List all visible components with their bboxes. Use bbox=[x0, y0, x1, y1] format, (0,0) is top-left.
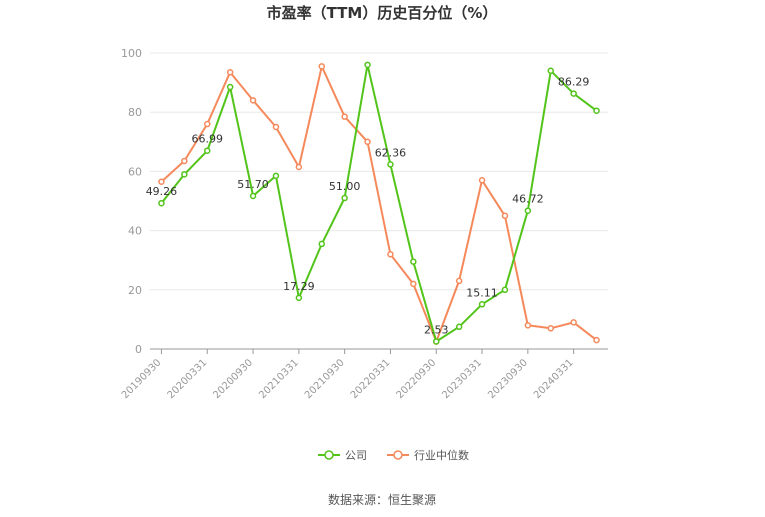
y-tick-label: 100 bbox=[121, 47, 142, 60]
y-tick-label: 80 bbox=[128, 106, 142, 119]
data-point[interactable] bbox=[295, 294, 303, 302]
data-point[interactable] bbox=[318, 63, 325, 70]
data-point[interactable] bbox=[387, 161, 394, 168]
data-point[interactable] bbox=[478, 177, 486, 184]
data-point[interactable] bbox=[593, 336, 600, 344]
data-label: 15.11 bbox=[466, 286, 498, 299]
data-label: 86.29 bbox=[558, 76, 590, 89]
y-tick-label: 60 bbox=[128, 165, 142, 178]
y-tick-label: 20 bbox=[128, 284, 142, 297]
data-point[interactable] bbox=[524, 207, 532, 214]
legend-item-公司[interactable]: 公司 bbox=[318, 449, 367, 462]
data-label: 62.36 bbox=[375, 146, 407, 159]
legend-swatch-marker bbox=[324, 450, 334, 460]
x-tick-label: 20230930 bbox=[486, 357, 530, 401]
data-point[interactable] bbox=[524, 322, 532, 329]
data-label: 51.70 bbox=[237, 178, 269, 191]
data-point[interactable] bbox=[226, 83, 234, 91]
legend[interactable]: 公司 行业中位数 bbox=[318, 448, 469, 462]
data-point[interactable] bbox=[272, 172, 280, 180]
data-point[interactable] bbox=[410, 258, 417, 265]
x-tick-label: 20220930 bbox=[395, 357, 439, 401]
grid-layer bbox=[150, 52, 608, 291]
y-tick-label: 40 bbox=[128, 225, 142, 238]
series-line-公司 bbox=[160, 63, 598, 343]
data-point[interactable] bbox=[158, 199, 165, 207]
data-label: 46.72 bbox=[512, 193, 544, 206]
data-point[interactable] bbox=[272, 123, 280, 131]
data-point[interactable] bbox=[455, 277, 463, 285]
data-point[interactable] bbox=[158, 178, 165, 186]
data-point[interactable] bbox=[364, 61, 371, 69]
data-label: 49.26 bbox=[146, 185, 178, 198]
data-point[interactable] bbox=[204, 147, 211, 154]
data-point[interactable] bbox=[181, 171, 188, 178]
data-label-layer: 49.26 66.99 51.70 17.29 51.00 62.36 2.53 15.11 4… bbox=[146, 76, 590, 337]
data-label: 2.53 bbox=[424, 324, 449, 337]
data-point[interactable] bbox=[570, 319, 577, 326]
data-point[interactable] bbox=[547, 67, 554, 75]
data-point[interactable] bbox=[249, 97, 257, 104]
x-tick-label: 20190930 bbox=[120, 357, 164, 401]
x-tick-label: 20230331 bbox=[440, 357, 484, 401]
data-point[interactable] bbox=[341, 194, 348, 202]
legend-swatch-marker bbox=[393, 450, 403, 460]
data-point[interactable] bbox=[501, 212, 509, 220]
x-tick-label: 20210930 bbox=[303, 357, 347, 401]
x-tick-label: 20200930 bbox=[211, 357, 255, 401]
source-note: 数据来源：恒生聚源 bbox=[328, 492, 436, 507]
data-label: 17.29 bbox=[283, 280, 315, 293]
data-point[interactable] bbox=[249, 192, 257, 200]
x-tick-label: 20200331 bbox=[166, 357, 210, 401]
x-tick-label: 20220331 bbox=[349, 357, 393, 401]
y-tick-label: 0 bbox=[135, 343, 142, 356]
series-line-行业中位数 bbox=[160, 65, 598, 343]
x-tick-label: 20240331 bbox=[532, 357, 576, 401]
data-label: 51.00 bbox=[329, 180, 361, 193]
data-point[interactable] bbox=[478, 301, 486, 308]
series-layer bbox=[158, 61, 600, 345]
legend-label: 公司 bbox=[345, 449, 367, 462]
data-point[interactable] bbox=[226, 68, 234, 76]
data-point[interactable] bbox=[570, 90, 577, 97]
data-point[interactable] bbox=[455, 323, 463, 331]
data-point[interactable] bbox=[410, 280, 417, 288]
data-point[interactable] bbox=[501, 286, 509, 294]
data-label: 66.99 bbox=[192, 133, 224, 146]
data-point[interactable] bbox=[341, 113, 348, 120]
data-point[interactable] bbox=[364, 138, 371, 146]
legend-item-行业中位数[interactable]: 行业中位数 bbox=[387, 448, 469, 462]
data-point[interactable] bbox=[547, 325, 554, 332]
data-point[interactable] bbox=[387, 251, 394, 258]
chart-title: 市盈率（TTM）历史百分位（%） bbox=[267, 4, 498, 22]
x-tick-label: 20210331 bbox=[257, 357, 301, 401]
data-point[interactable] bbox=[295, 163, 303, 171]
legend-label: 行业中位数 bbox=[414, 448, 469, 462]
data-point[interactable] bbox=[181, 157, 188, 165]
data-point[interactable] bbox=[318, 240, 325, 248]
data-point[interactable] bbox=[433, 338, 440, 345]
data-point[interactable] bbox=[593, 107, 600, 114]
data-point[interactable] bbox=[204, 120, 211, 128]
